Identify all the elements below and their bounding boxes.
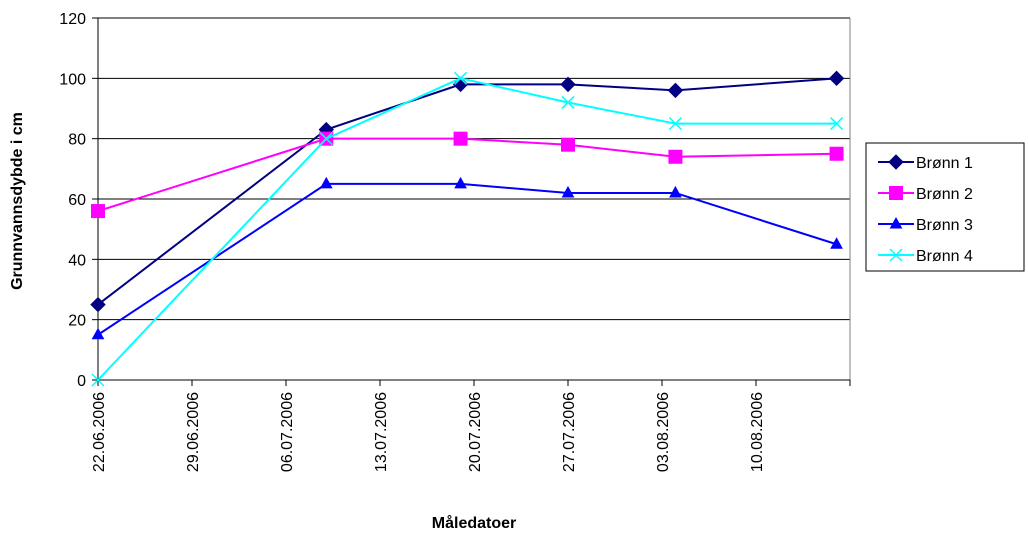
series-4 bbox=[91, 71, 844, 387]
data-point bbox=[669, 185, 682, 198]
series-line bbox=[97, 77, 837, 306]
data-point bbox=[668, 117, 682, 131]
data-point bbox=[91, 373, 105, 387]
data-point bbox=[561, 95, 575, 109]
axes: 0 20 40 60 80 100 120 22.06.2006 29.06.2006 06.07… bbox=[59, 11, 851, 472]
legend-label: Brønn 4 bbox=[916, 248, 973, 265]
data-point bbox=[90, 296, 106, 313]
x-tick-label: 20.07.2006 bbox=[467, 392, 484, 472]
data-point bbox=[829, 146, 844, 161]
data-point bbox=[91, 327, 105, 340]
x-tick-label: 13.07.2006 bbox=[373, 392, 390, 472]
y-tick-label: 120 bbox=[59, 11, 86, 28]
series-3 bbox=[91, 176, 843, 340]
data-point bbox=[454, 71, 468, 85]
x-tick-label: 06.07.2006 bbox=[279, 392, 296, 472]
data-point bbox=[668, 149, 683, 164]
x-tick-label: 22.06.2006 bbox=[91, 392, 108, 472]
y-tick-label: 100 bbox=[59, 71, 86, 88]
legend-label: Brønn 2 bbox=[916, 186, 973, 203]
x-axis-title: Måledatoer bbox=[432, 514, 516, 532]
x-tick-label: 27.07.2006 bbox=[561, 392, 578, 472]
gridlines bbox=[98, 17, 850, 321]
x-tick-label: 29.06.2006 bbox=[185, 392, 202, 472]
series-line bbox=[97, 182, 837, 336]
data-point bbox=[454, 176, 467, 189]
legend-item: Brønn 2 bbox=[878, 186, 973, 203]
legend-marker bbox=[889, 186, 903, 200]
y-tick-label: 0 bbox=[77, 373, 86, 390]
data-point bbox=[91, 204, 105, 219]
x-tick-label: 10.08.2006 bbox=[749, 392, 766, 472]
y-tick-label: 60 bbox=[68, 192, 86, 209]
y-tick-label: 80 bbox=[68, 132, 86, 149]
series-line bbox=[97, 137, 837, 213]
series-2 bbox=[91, 131, 844, 219]
data-point bbox=[319, 132, 333, 146]
series-1 bbox=[90, 70, 845, 313]
series-lines bbox=[90, 70, 845, 387]
data-point bbox=[667, 82, 684, 99]
legend-marker bbox=[888, 154, 904, 170]
data-point bbox=[830, 237, 843, 249]
y-tick-label: 20 bbox=[68, 313, 86, 330]
data-point bbox=[561, 137, 575, 152]
legend-item: Brønn 3 bbox=[878, 216, 973, 234]
data-point bbox=[319, 176, 333, 189]
data-point bbox=[560, 76, 576, 93]
legend-item: Brønn 4 bbox=[878, 248, 973, 265]
data-point bbox=[830, 117, 844, 131]
legend-marker bbox=[889, 216, 903, 229]
legend-label: Brønn 3 bbox=[916, 217, 973, 234]
series-line bbox=[97, 77, 837, 381]
legend-label: Brønn 1 bbox=[916, 155, 973, 172]
data-point bbox=[561, 185, 575, 198]
legend-marker bbox=[889, 248, 903, 262]
y-axis-title: Grunnvannsdybde i cm bbox=[9, 112, 26, 290]
y-tick-label: 40 bbox=[68, 252, 86, 269]
data-point bbox=[828, 70, 845, 87]
x-tick-label: 03.08.2006 bbox=[655, 392, 672, 472]
legend: Brønn 1 Brønn 2 Brønn 3 Brønn 4 bbox=[865, 142, 1025, 272]
legend-item: Brønn 1 bbox=[878, 154, 973, 172]
data-point bbox=[453, 131, 468, 146]
